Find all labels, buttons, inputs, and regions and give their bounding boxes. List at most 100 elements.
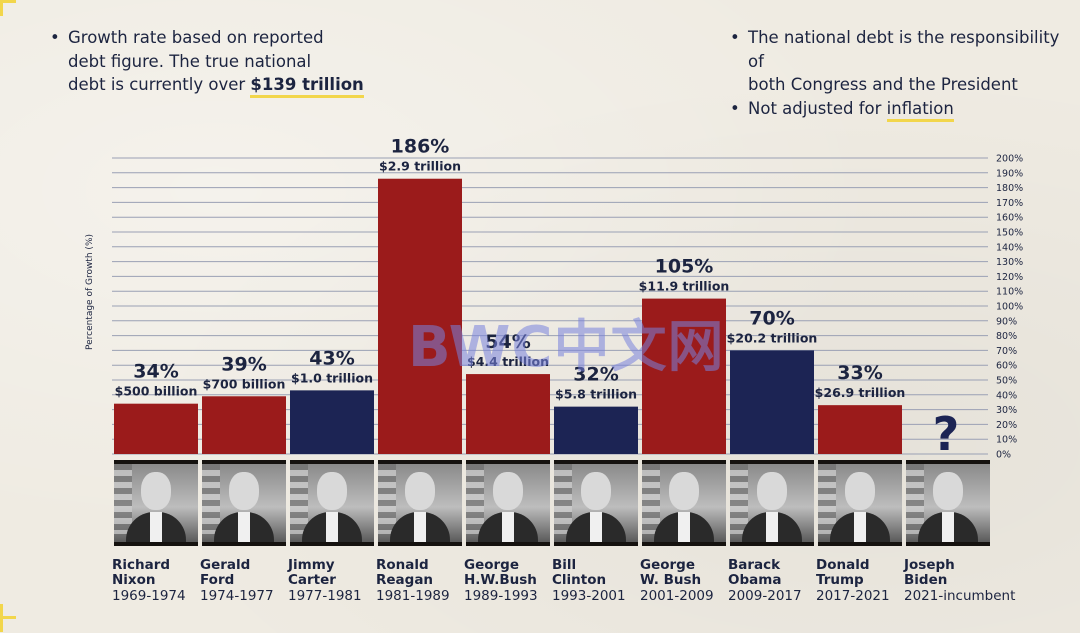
president-first-name: Ronald bbox=[376, 557, 429, 573]
head-shape bbox=[493, 472, 523, 510]
president-name: Richard Nixon bbox=[112, 558, 170, 588]
president-name: Barack Obama bbox=[728, 558, 781, 588]
y-tick-label: 150% bbox=[996, 228, 1023, 239]
portrait-placeholder bbox=[114, 464, 198, 542]
president-name: Bill Clinton bbox=[552, 558, 606, 588]
head-shape bbox=[229, 472, 259, 510]
flag-shape bbox=[818, 464, 836, 534]
debt-label: $20.2 trillion bbox=[727, 330, 818, 345]
shirt-shape bbox=[678, 512, 690, 542]
shirt-shape bbox=[854, 512, 866, 542]
president-first-name: Jimmy bbox=[288, 557, 335, 573]
head-shape bbox=[757, 472, 787, 510]
debt-label: $2.9 trillion bbox=[379, 159, 461, 174]
president-photo bbox=[114, 460, 198, 546]
shirt-shape bbox=[942, 512, 954, 542]
y-axis-label: Percentage of Growth (%) bbox=[85, 234, 95, 350]
y-tick-label: 90% bbox=[996, 316, 1017, 327]
president-last-name: W. Bush bbox=[640, 572, 702, 588]
watermark: BWC中文网 bbox=[408, 315, 725, 380]
president-term-years: 1977-1981 bbox=[288, 588, 362, 604]
percent-label: 32% bbox=[573, 364, 618, 386]
corner-cross-bottom-left bbox=[0, 604, 16, 632]
bars bbox=[114, 178, 902, 454]
y-tick-label: 50% bbox=[996, 376, 1017, 387]
president-photo bbox=[818, 460, 902, 546]
bar bbox=[466, 374, 550, 454]
y-tick-label: 190% bbox=[996, 168, 1023, 179]
president-last-name: H.W.Bush bbox=[464, 572, 537, 588]
president-name: Jimmy Carter bbox=[288, 558, 336, 588]
bar bbox=[114, 403, 198, 454]
president-term-years: 1974-1977 bbox=[200, 588, 274, 604]
president-term-years: 1993-2001 bbox=[552, 588, 626, 604]
head-shape bbox=[405, 472, 435, 510]
note-left-line1: Growth rate based on reported bbox=[68, 28, 324, 47]
y-tick-label: 60% bbox=[996, 361, 1017, 372]
president-name: Joseph Biden bbox=[904, 558, 955, 588]
unknown-value-mark: ? bbox=[933, 407, 960, 461]
president-name: Ronald Reagan bbox=[376, 558, 433, 588]
head-shape bbox=[845, 472, 875, 510]
percent-label: 105% bbox=[655, 256, 714, 278]
portrait-placeholder bbox=[378, 464, 462, 542]
portrait-placeholder bbox=[202, 464, 286, 542]
note-left-item: Growth rate based on reported debt figur… bbox=[48, 26, 364, 98]
percent-label: 70% bbox=[749, 307, 794, 329]
debt-label: $500 billion bbox=[115, 384, 198, 399]
portrait-placeholder bbox=[818, 464, 902, 542]
president-term-years: 2001-2009 bbox=[640, 588, 714, 604]
head-shape bbox=[933, 472, 963, 510]
note-left-line3-prefix: debt is currently over bbox=[68, 75, 251, 94]
shirt-shape bbox=[766, 512, 778, 542]
inflation-highlight: inflation bbox=[886, 98, 954, 122]
debt-label: $1.0 trillion bbox=[291, 370, 373, 385]
percent-label: 34% bbox=[133, 361, 178, 383]
debt-label: $26.9 trillion bbox=[815, 385, 906, 400]
president-term-years: 2009-2017 bbox=[728, 588, 802, 604]
president-last-name: Ford bbox=[200, 572, 235, 588]
president-name: Donald Trump bbox=[816, 558, 870, 588]
y-tick-label: 170% bbox=[996, 198, 1023, 209]
note-right-item2-prefix: Not adjusted for bbox=[748, 98, 887, 118]
y-tick-label: 100% bbox=[996, 302, 1023, 313]
y-tick-label: 110% bbox=[996, 287, 1023, 298]
portrait-placeholder bbox=[554, 464, 638, 542]
flag-shape bbox=[730, 464, 748, 534]
y-tick-label: 10% bbox=[996, 435, 1017, 446]
debt-label: $11.9 trillion bbox=[639, 279, 730, 294]
bar bbox=[642, 298, 726, 454]
president-first-name: Gerald bbox=[200, 557, 251, 573]
president-photo bbox=[906, 460, 990, 546]
president-term-years: 2017-2021 bbox=[816, 588, 890, 604]
bar bbox=[554, 406, 638, 454]
flag-shape bbox=[466, 464, 484, 534]
bar-labels: 34%$500 billion 39%$700 billion 43%$1.0 tr… bbox=[115, 136, 960, 461]
portrait-placeholder bbox=[642, 464, 726, 542]
president-name: George H.W.Bush bbox=[464, 558, 537, 588]
president-photo bbox=[378, 460, 462, 546]
president-last-name: Biden bbox=[904, 572, 948, 588]
y-tick-label: 0% bbox=[996, 450, 1011, 461]
president-term-years: 1981-1989 bbox=[376, 588, 450, 604]
percent-label: 186% bbox=[391, 136, 450, 158]
president-first-name: George bbox=[640, 557, 695, 573]
president-first-name: Richard bbox=[112, 557, 171, 573]
bar bbox=[290, 390, 374, 454]
president-last-name: Carter bbox=[288, 572, 336, 588]
portrait-placeholder bbox=[730, 464, 814, 542]
bar bbox=[378, 178, 462, 454]
head-shape bbox=[581, 472, 611, 510]
head-shape bbox=[141, 472, 171, 510]
y-tick-label: 120% bbox=[996, 272, 1023, 283]
y-tick-label: 180% bbox=[996, 183, 1023, 194]
percent-label: 39% bbox=[221, 353, 266, 375]
president-first-name: Bill bbox=[552, 557, 577, 573]
note-right-item-2: Not adjusted for inflation bbox=[728, 97, 1080, 122]
president-last-name: Nixon bbox=[112, 572, 156, 588]
flag-shape bbox=[554, 464, 572, 534]
flag-shape bbox=[642, 464, 660, 534]
y-tick-label: 40% bbox=[996, 390, 1017, 401]
president-first-name: George bbox=[464, 557, 519, 573]
